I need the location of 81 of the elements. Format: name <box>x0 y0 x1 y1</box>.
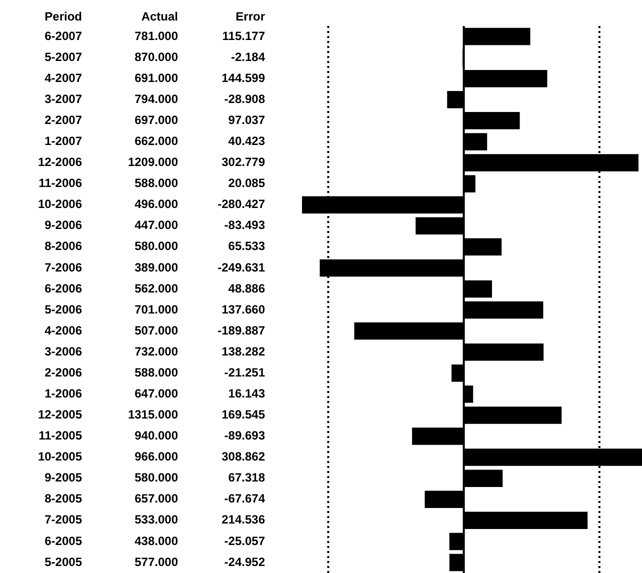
text: 438.000 <box>134 534 178 548</box>
text: 701.000 <box>134 302 178 316</box>
y-tick-label: 1-2007 <box>44 134 82 148</box>
data-label: 48.886 <box>228 281 266 296</box>
data-label: 144.599 <box>222 70 266 85</box>
text: Actual <box>141 9 178 24</box>
data-label: 97.037 <box>228 112 266 127</box>
text: 389.000 <box>134 260 178 274</box>
text: 580.000 <box>134 470 178 485</box>
y-tick-label: 11-2005 <box>38 428 82 443</box>
y-tick-label: 2-2007 <box>44 112 82 127</box>
y-tick-label: 2-2006 <box>44 365 82 380</box>
data-label: 115.177 <box>222 28 266 43</box>
text: 588.000 <box>134 365 178 380</box>
y-tick-label: 11-2006 <box>38 176 82 190</box>
data-label: 67.318 <box>228 470 266 485</box>
text: 507.000 <box>134 323 178 338</box>
y-tick-label: 8-2006 <box>44 239 82 254</box>
data-label: -189.887 <box>218 323 266 338</box>
text: 657.000 <box>134 492 178 506</box>
text: 562.000 <box>134 281 178 296</box>
y-tick-label: 4-2006 <box>44 323 82 338</box>
data-label: -2.184 <box>230 50 266 64</box>
text: 577.000 <box>134 554 178 569</box>
y-tick-label: 1-2006 <box>44 386 82 400</box>
data-label: 214.536 <box>222 512 266 527</box>
text: 496.000 <box>134 197 178 212</box>
y-tick-label: 6-2006 <box>44 281 82 296</box>
text: 697.000 <box>134 112 178 127</box>
y-tick-label: 5-2006 <box>44 302 82 316</box>
data-label: -83.493 <box>224 218 266 232</box>
text: 647.000 <box>134 386 178 400</box>
x-axis-title: Error <box>236 9 266 24</box>
text: 781.000 <box>134 28 178 43</box>
text: 447.000 <box>134 218 178 232</box>
text: 966.000 <box>134 450 178 464</box>
text: 533.000 <box>134 512 178 527</box>
y-tick-label: 5-2007 <box>44 50 82 64</box>
y-tick-label: 8-2005 <box>44 492 82 506</box>
data-label: -89.693 <box>224 428 266 443</box>
data-label: 137.660 <box>222 302 266 316</box>
y-tick-label: 7-2005 <box>44 512 82 527</box>
y-tick-label: 12-2006 <box>38 155 82 170</box>
text: 870.000 <box>134 50 178 64</box>
text: 794.000 <box>134 92 178 106</box>
data-label: -24.952 <box>224 554 266 569</box>
data-label: -280.427 <box>218 197 266 212</box>
data-label: 65.533 <box>228 239 266 254</box>
y-tick-label: 4-2007 <box>44 70 82 85</box>
data-label: -21.251 <box>224 365 266 380</box>
y-tick-label: 6-2005 <box>44 534 82 548</box>
y-tick-label: 10-2006 <box>38 197 82 212</box>
y-tick-label: 9-2006 <box>44 218 82 232</box>
y-tick-label: 5-2005 <box>44 554 82 569</box>
y-tick-label: 7-2006 <box>44 260 82 274</box>
data-label: -25.057 <box>224 534 266 548</box>
text: 588.000 <box>134 176 178 190</box>
y-axis-title: Period <box>44 9 82 24</box>
y-tick-label: 9-2005 <box>44 470 82 485</box>
text: 1209.000 <box>128 155 178 170</box>
y-tick-label: 3-2007 <box>44 92 82 106</box>
data-label: 302.779 <box>222 155 266 170</box>
data-label: 20.085 <box>228 176 266 190</box>
data-label: 308.862 <box>222 450 266 464</box>
text: 1315.000 <box>128 408 178 422</box>
data-label: -249.631 <box>218 260 266 274</box>
y-tick-label: 3-2006 <box>44 344 82 358</box>
y-tick-label: 6-2007 <box>44 28 82 43</box>
y-tick-label: 12-2005 <box>38 408 82 422</box>
data-label: 40.423 <box>228 134 266 148</box>
data-label: 169.545 <box>222 408 266 422</box>
text: 580.000 <box>134 239 178 254</box>
data-label: -67.674 <box>224 492 266 506</box>
data-label: 16.143 <box>228 386 266 400</box>
text: 691.000 <box>134 70 178 85</box>
data-label: 138.282 <box>222 344 266 358</box>
text: 940.000 <box>134 428 178 443</box>
text: 662.000 <box>134 134 178 148</box>
data-label: -28.908 <box>224 92 266 106</box>
y-tick-label: 10-2005 <box>38 450 82 464</box>
text: 732.000 <box>134 344 178 358</box>
